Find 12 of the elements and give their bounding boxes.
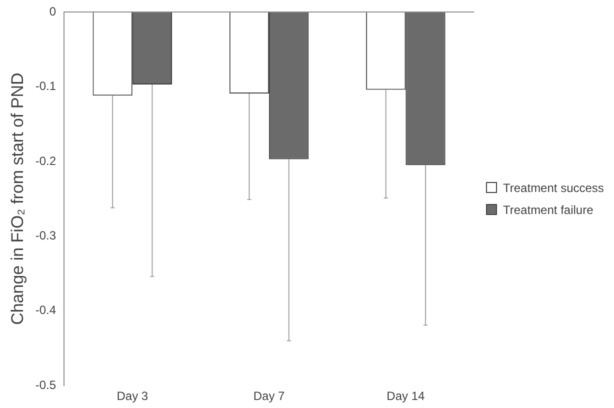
text: Treatment success — [503, 180, 604, 195]
y-tick-label: -0.4 — [35, 303, 56, 318]
y-tick-label: -0.2 — [35, 154, 56, 168]
x-tick-label: Day 7 — [253, 389, 286, 404]
y-tick-label: 0 — [49, 4, 56, 18]
y-axis-title: Change in FiO₂ from start of PND — [8, 72, 27, 325]
y-tick-label: -0.3 — [35, 228, 56, 242]
x-tick-label: Day 14 — [386, 389, 426, 404]
legend-label: Treatment failure — [503, 202, 594, 217]
y-tick-label: -0.5 — [35, 378, 56, 392]
x-tick-label: Day 3 — [116, 389, 148, 404]
y-tick-label: -0.1 — [35, 79, 56, 94]
